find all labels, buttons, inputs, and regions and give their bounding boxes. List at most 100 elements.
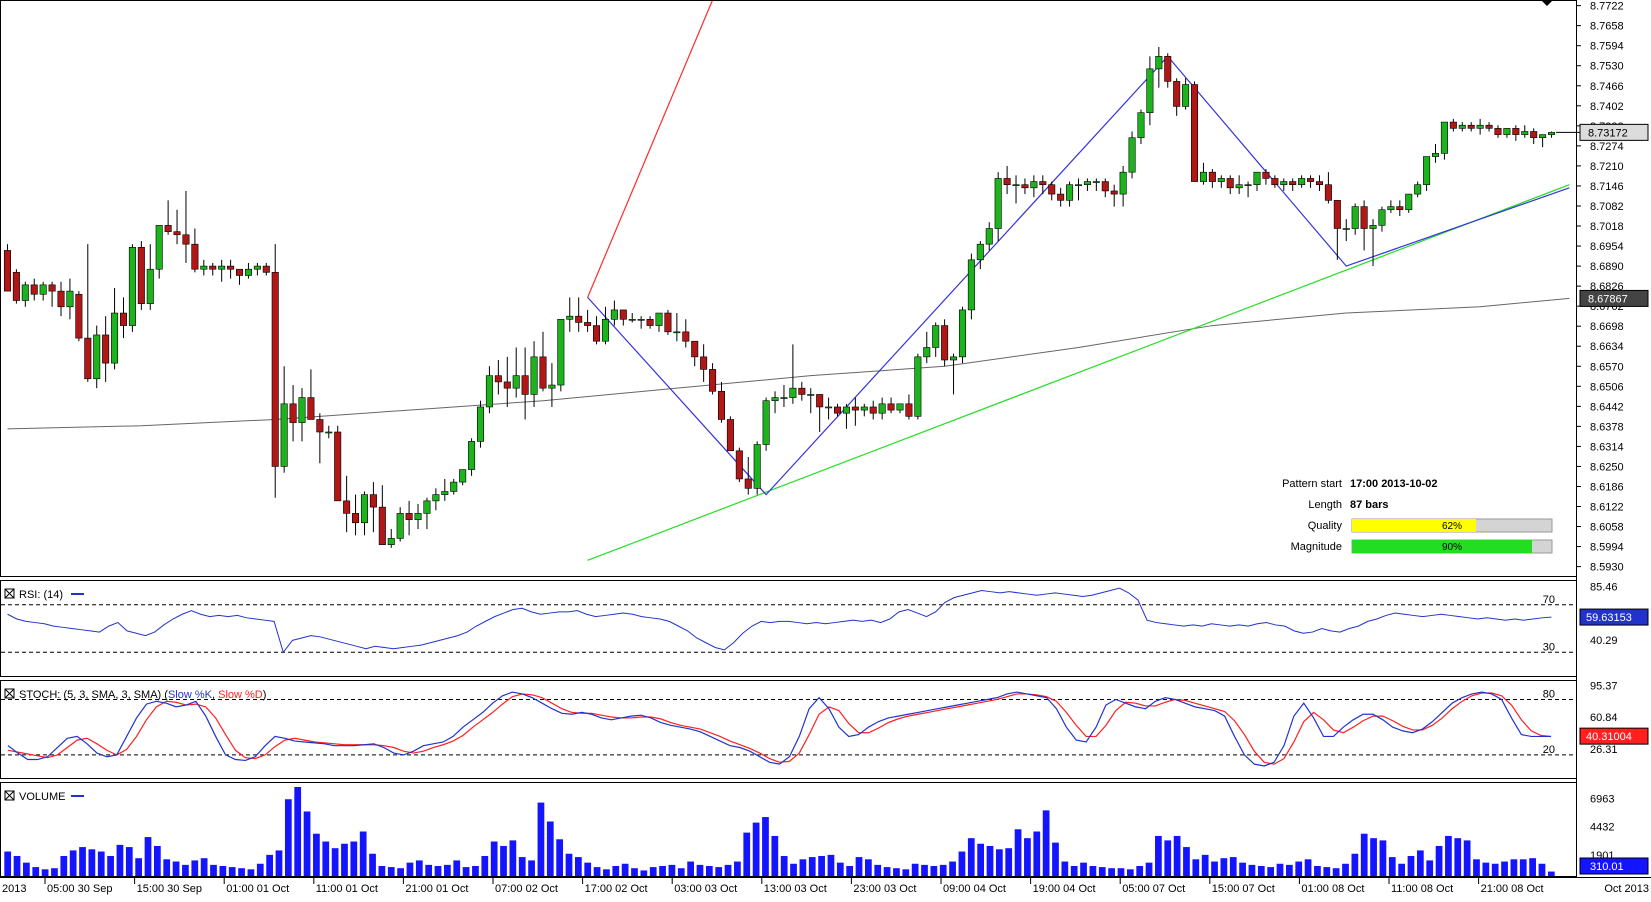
time-axis-label: Oct 2013 bbox=[1604, 883, 1649, 895]
candle-body bbox=[985, 228, 993, 245]
volume-bar bbox=[911, 863, 919, 876]
candle-body bbox=[1057, 193, 1065, 201]
candle-body bbox=[137, 247, 145, 304]
candle-body bbox=[637, 319, 645, 321]
current-price-label: 8.73172 bbox=[1588, 127, 1628, 139]
candle bbox=[57, 281, 65, 317]
volume-bar bbox=[958, 851, 966, 876]
volume-bar bbox=[210, 864, 217, 876]
candle bbox=[1057, 187, 1065, 207]
scroll-arrow-icon[interactable] bbox=[1541, 0, 1553, 6]
volume-panel-frame bbox=[0, 782, 1577, 877]
volume-bar bbox=[930, 865, 938, 876]
volume-bar bbox=[509, 840, 517, 876]
volume-bar bbox=[631, 868, 638, 876]
candle bbox=[575, 297, 583, 332]
volume-bar bbox=[1248, 864, 1256, 876]
candle-body bbox=[244, 268, 252, 276]
volume-bar bbox=[116, 844, 124, 876]
candle bbox=[423, 497, 431, 530]
candle-body bbox=[1342, 228, 1350, 230]
rsi-panel: 70 30 85.46 40.29 59.63153 bbox=[1, 581, 1649, 654]
stoch-current-label: 40.31004 bbox=[1586, 731, 1632, 743]
candle bbox=[1494, 125, 1502, 138]
candle-body bbox=[1039, 181, 1047, 185]
candle-body bbox=[905, 403, 913, 417]
candle bbox=[798, 381, 806, 401]
pattern-start-label: Pattern start bbox=[1282, 478, 1342, 490]
candle bbox=[66, 278, 74, 320]
candle bbox=[1405, 193, 1413, 213]
channel-top-line bbox=[587, 1, 713, 298]
volume-bar bbox=[1136, 865, 1144, 876]
volume-bar bbox=[1080, 862, 1087, 876]
candle bbox=[521, 347, 529, 420]
volume-bar bbox=[799, 859, 807, 876]
candle bbox=[93, 325, 101, 389]
volume-bar bbox=[172, 861, 180, 876]
candle-body bbox=[798, 387, 806, 395]
candle bbox=[1521, 125, 1529, 138]
time-axis-label: 09:00 04 Oct bbox=[943, 883, 1006, 895]
candle bbox=[593, 316, 601, 345]
price-tick-label: 8.5994 bbox=[1590, 542, 1624, 554]
candle bbox=[218, 259, 226, 282]
price-tick-label: 8.6506 bbox=[1590, 381, 1624, 393]
volume-bar bbox=[1445, 835, 1452, 876]
rsi-level-label: 70 bbox=[1543, 594, 1555, 606]
volume-bar bbox=[1117, 868, 1125, 876]
volume-bar bbox=[818, 855, 825, 876]
candle-body bbox=[119, 312, 128, 326]
candle bbox=[119, 297, 128, 339]
candle bbox=[84, 244, 92, 382]
stoch-label: STOCH: (5, 3, SMA, 3, SMA) (Slow %K, Slo… bbox=[19, 689, 266, 701]
candle bbox=[236, 268, 244, 285]
volume-bar bbox=[88, 849, 96, 876]
price-tick-label: 8.7530 bbox=[1590, 61, 1624, 73]
volume-bar bbox=[743, 832, 751, 876]
volume-bar bbox=[472, 865, 479, 876]
candle-body bbox=[387, 538, 395, 545]
candle bbox=[111, 288, 119, 370]
candle bbox=[369, 482, 377, 533]
candle bbox=[539, 331, 547, 392]
candle-body bbox=[539, 356, 547, 389]
candle-body bbox=[1119, 171, 1127, 195]
candle bbox=[1217, 175, 1225, 188]
volume-bar bbox=[1473, 859, 1480, 876]
candle bbox=[1360, 200, 1368, 251]
volume-bar bbox=[1370, 838, 1377, 876]
volume-bar bbox=[191, 860, 199, 876]
price-tick-label: 8.5930 bbox=[1590, 562, 1624, 574]
time-axis-label: 13:00 03 Oct bbox=[764, 883, 827, 895]
candle bbox=[646, 316, 654, 329]
candle bbox=[485, 366, 493, 414]
price-tick-label: 8.7594 bbox=[1590, 41, 1624, 53]
stoch-header: STOCH: (5, 3, SMA, 3, SMA) (Slow %K, Slo… bbox=[4, 688, 266, 701]
candle-body bbox=[1405, 193, 1413, 211]
candle bbox=[887, 397, 895, 414]
volume-bar bbox=[1529, 858, 1536, 876]
price-tick-label: 8.7402 bbox=[1590, 101, 1624, 113]
candle-body bbox=[619, 309, 627, 320]
volume-bar bbox=[97, 851, 105, 876]
candle-body bbox=[352, 513, 360, 524]
volume-bar bbox=[481, 855, 489, 876]
candle bbox=[1476, 118, 1484, 135]
quality-bar-fill bbox=[1352, 519, 1476, 532]
candle-body bbox=[236, 268, 244, 276]
candle-body bbox=[93, 334, 101, 380]
candle bbox=[941, 319, 949, 367]
volume-bar bbox=[1519, 859, 1527, 876]
candle bbox=[717, 381, 725, 423]
volume-bar bbox=[313, 833, 320, 876]
candle-body bbox=[878, 403, 886, 414]
quality-bar-text: 62% bbox=[1442, 521, 1462, 532]
candle-body bbox=[762, 400, 770, 445]
volume-bar bbox=[135, 858, 143, 876]
volume-bar bbox=[565, 853, 573, 876]
volume-bar bbox=[1098, 867, 1106, 876]
candle-body bbox=[735, 450, 743, 480]
candle-body bbox=[1298, 178, 1306, 185]
